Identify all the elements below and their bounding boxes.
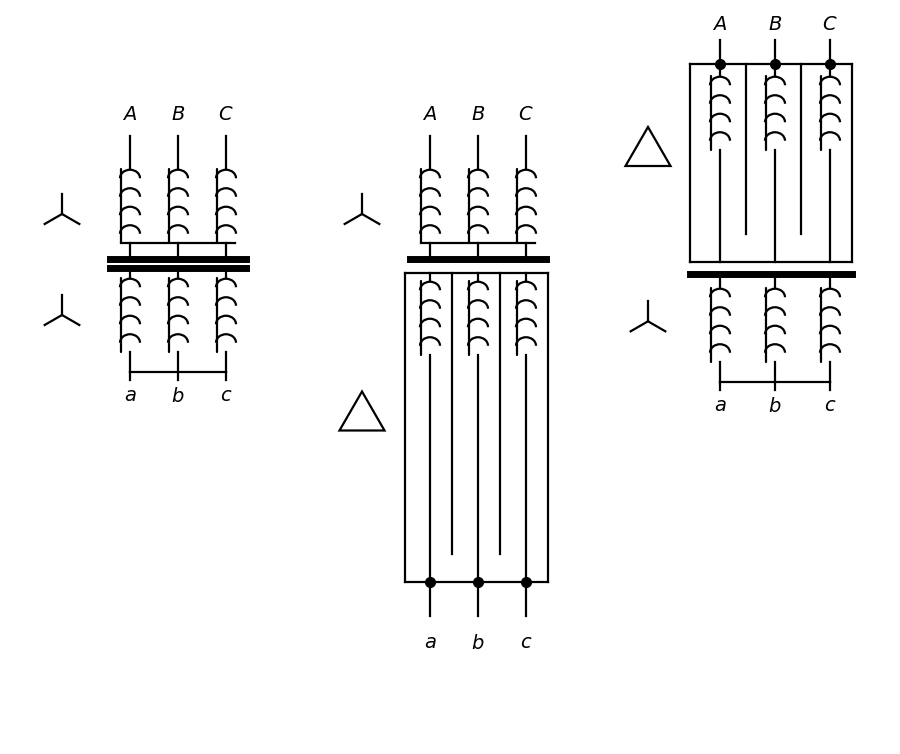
Text: $b$: $b$ bbox=[472, 634, 485, 653]
Text: $c$: $c$ bbox=[220, 387, 232, 405]
Text: $A$: $A$ bbox=[422, 106, 437, 124]
Text: $A$: $A$ bbox=[713, 16, 727, 34]
Text: $c$: $c$ bbox=[824, 397, 836, 415]
Text: $C$: $C$ bbox=[823, 16, 838, 34]
Text: $C$: $C$ bbox=[218, 106, 234, 124]
Text: $B$: $B$ bbox=[471, 106, 485, 124]
Text: $C$: $C$ bbox=[518, 106, 534, 124]
Text: $a$: $a$ bbox=[424, 634, 436, 652]
Text: $B$: $B$ bbox=[768, 16, 782, 34]
Text: $A$: $A$ bbox=[122, 106, 138, 124]
Text: $c$: $c$ bbox=[520, 634, 532, 652]
Text: $a$: $a$ bbox=[714, 397, 726, 415]
Text: $a$: $a$ bbox=[123, 387, 136, 405]
Text: $b$: $b$ bbox=[171, 387, 184, 406]
Text: $B$: $B$ bbox=[171, 106, 185, 124]
Text: $b$: $b$ bbox=[769, 397, 782, 416]
